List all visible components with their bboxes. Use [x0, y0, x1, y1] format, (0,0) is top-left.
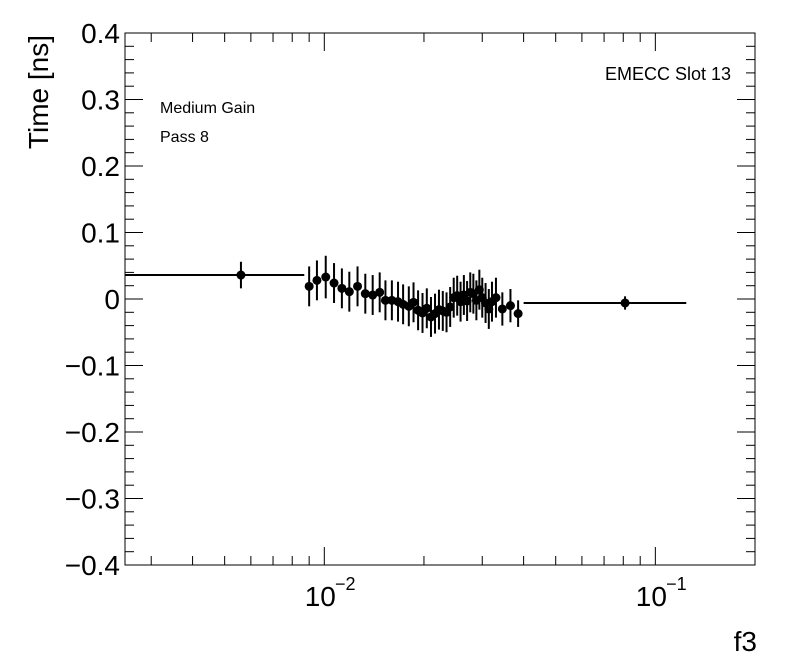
axis-ticks	[125, 32, 756, 566]
data-point	[312, 260, 322, 301]
y-tick-label: −0.4	[65, 550, 120, 581]
data-marker	[236, 270, 246, 280]
data-point	[375, 272, 385, 313]
data-point	[321, 255, 331, 299]
data-marker	[375, 287, 385, 297]
data-point	[418, 293, 428, 333]
data-marker	[321, 272, 331, 282]
x-tick-label: 10	[305, 581, 336, 612]
data-point	[380, 280, 390, 321]
x-tick-exponent: −1	[666, 574, 687, 594]
data-marker	[329, 278, 339, 288]
data-point	[445, 287, 455, 327]
data-point	[344, 271, 354, 312]
data-point	[491, 277, 501, 318]
x-tick-exponent: −2	[335, 574, 356, 594]
data-marker	[304, 281, 314, 291]
data-marker	[497, 304, 507, 314]
y-tick-label: −0.2	[65, 417, 120, 448]
data-marker	[620, 298, 630, 308]
data-point	[125, 261, 305, 289]
data-marker	[422, 303, 432, 313]
data-marker	[360, 289, 370, 299]
y-tick-label: −0.1	[65, 351, 120, 382]
annotation-pass: Pass 8	[160, 129, 209, 146]
data-marker	[380, 295, 390, 305]
data-marker	[312, 275, 322, 285]
data-marker	[445, 302, 455, 312]
y-tick-label: 0	[104, 284, 120, 315]
y-axis-title: Time [ns]	[23, 35, 54, 149]
data-marker	[505, 301, 515, 311]
plot-frame	[124, 32, 756, 566]
data-point	[523, 296, 687, 310]
y-tick-label: 0.2	[81, 151, 120, 182]
data-point	[337, 268, 347, 309]
data-point	[497, 292, 507, 326]
y-tick-label: −0.3	[65, 484, 120, 515]
data-marker	[344, 287, 354, 297]
y-tick-label: 0.3	[81, 85, 120, 116]
data-marker	[491, 293, 501, 303]
data-marker	[368, 290, 378, 300]
data-point	[505, 289, 515, 323]
data-marker	[513, 309, 523, 319]
x-axis-title: f3	[734, 626, 757, 657]
data-point	[353, 266, 363, 307]
annotation-slot: EMECC Slot 13	[605, 64, 731, 84]
data-point	[329, 263, 339, 303]
y-tick-label: 0.1	[81, 218, 120, 249]
data-point	[360, 273, 370, 314]
data-marker	[353, 281, 363, 291]
data-marker	[409, 297, 419, 307]
x-tick-label: 10	[636, 581, 667, 612]
data-marker	[456, 297, 466, 307]
annotation-gain: Medium Gain	[160, 100, 255, 117]
data-points	[125, 255, 687, 337]
axis-tick-labels: 0.40.30.20.10−0.1−0.2−0.3−0.410 −2 10 −1	[65, 18, 687, 612]
data-point	[368, 275, 378, 315]
data-point	[456, 281, 466, 322]
data-point	[513, 300, 523, 327]
data-point	[304, 266, 314, 307]
y-tick-label: 0.4	[81, 18, 120, 49]
data-point	[409, 282, 419, 323]
data-point	[422, 288, 432, 329]
data-marker	[337, 283, 347, 293]
